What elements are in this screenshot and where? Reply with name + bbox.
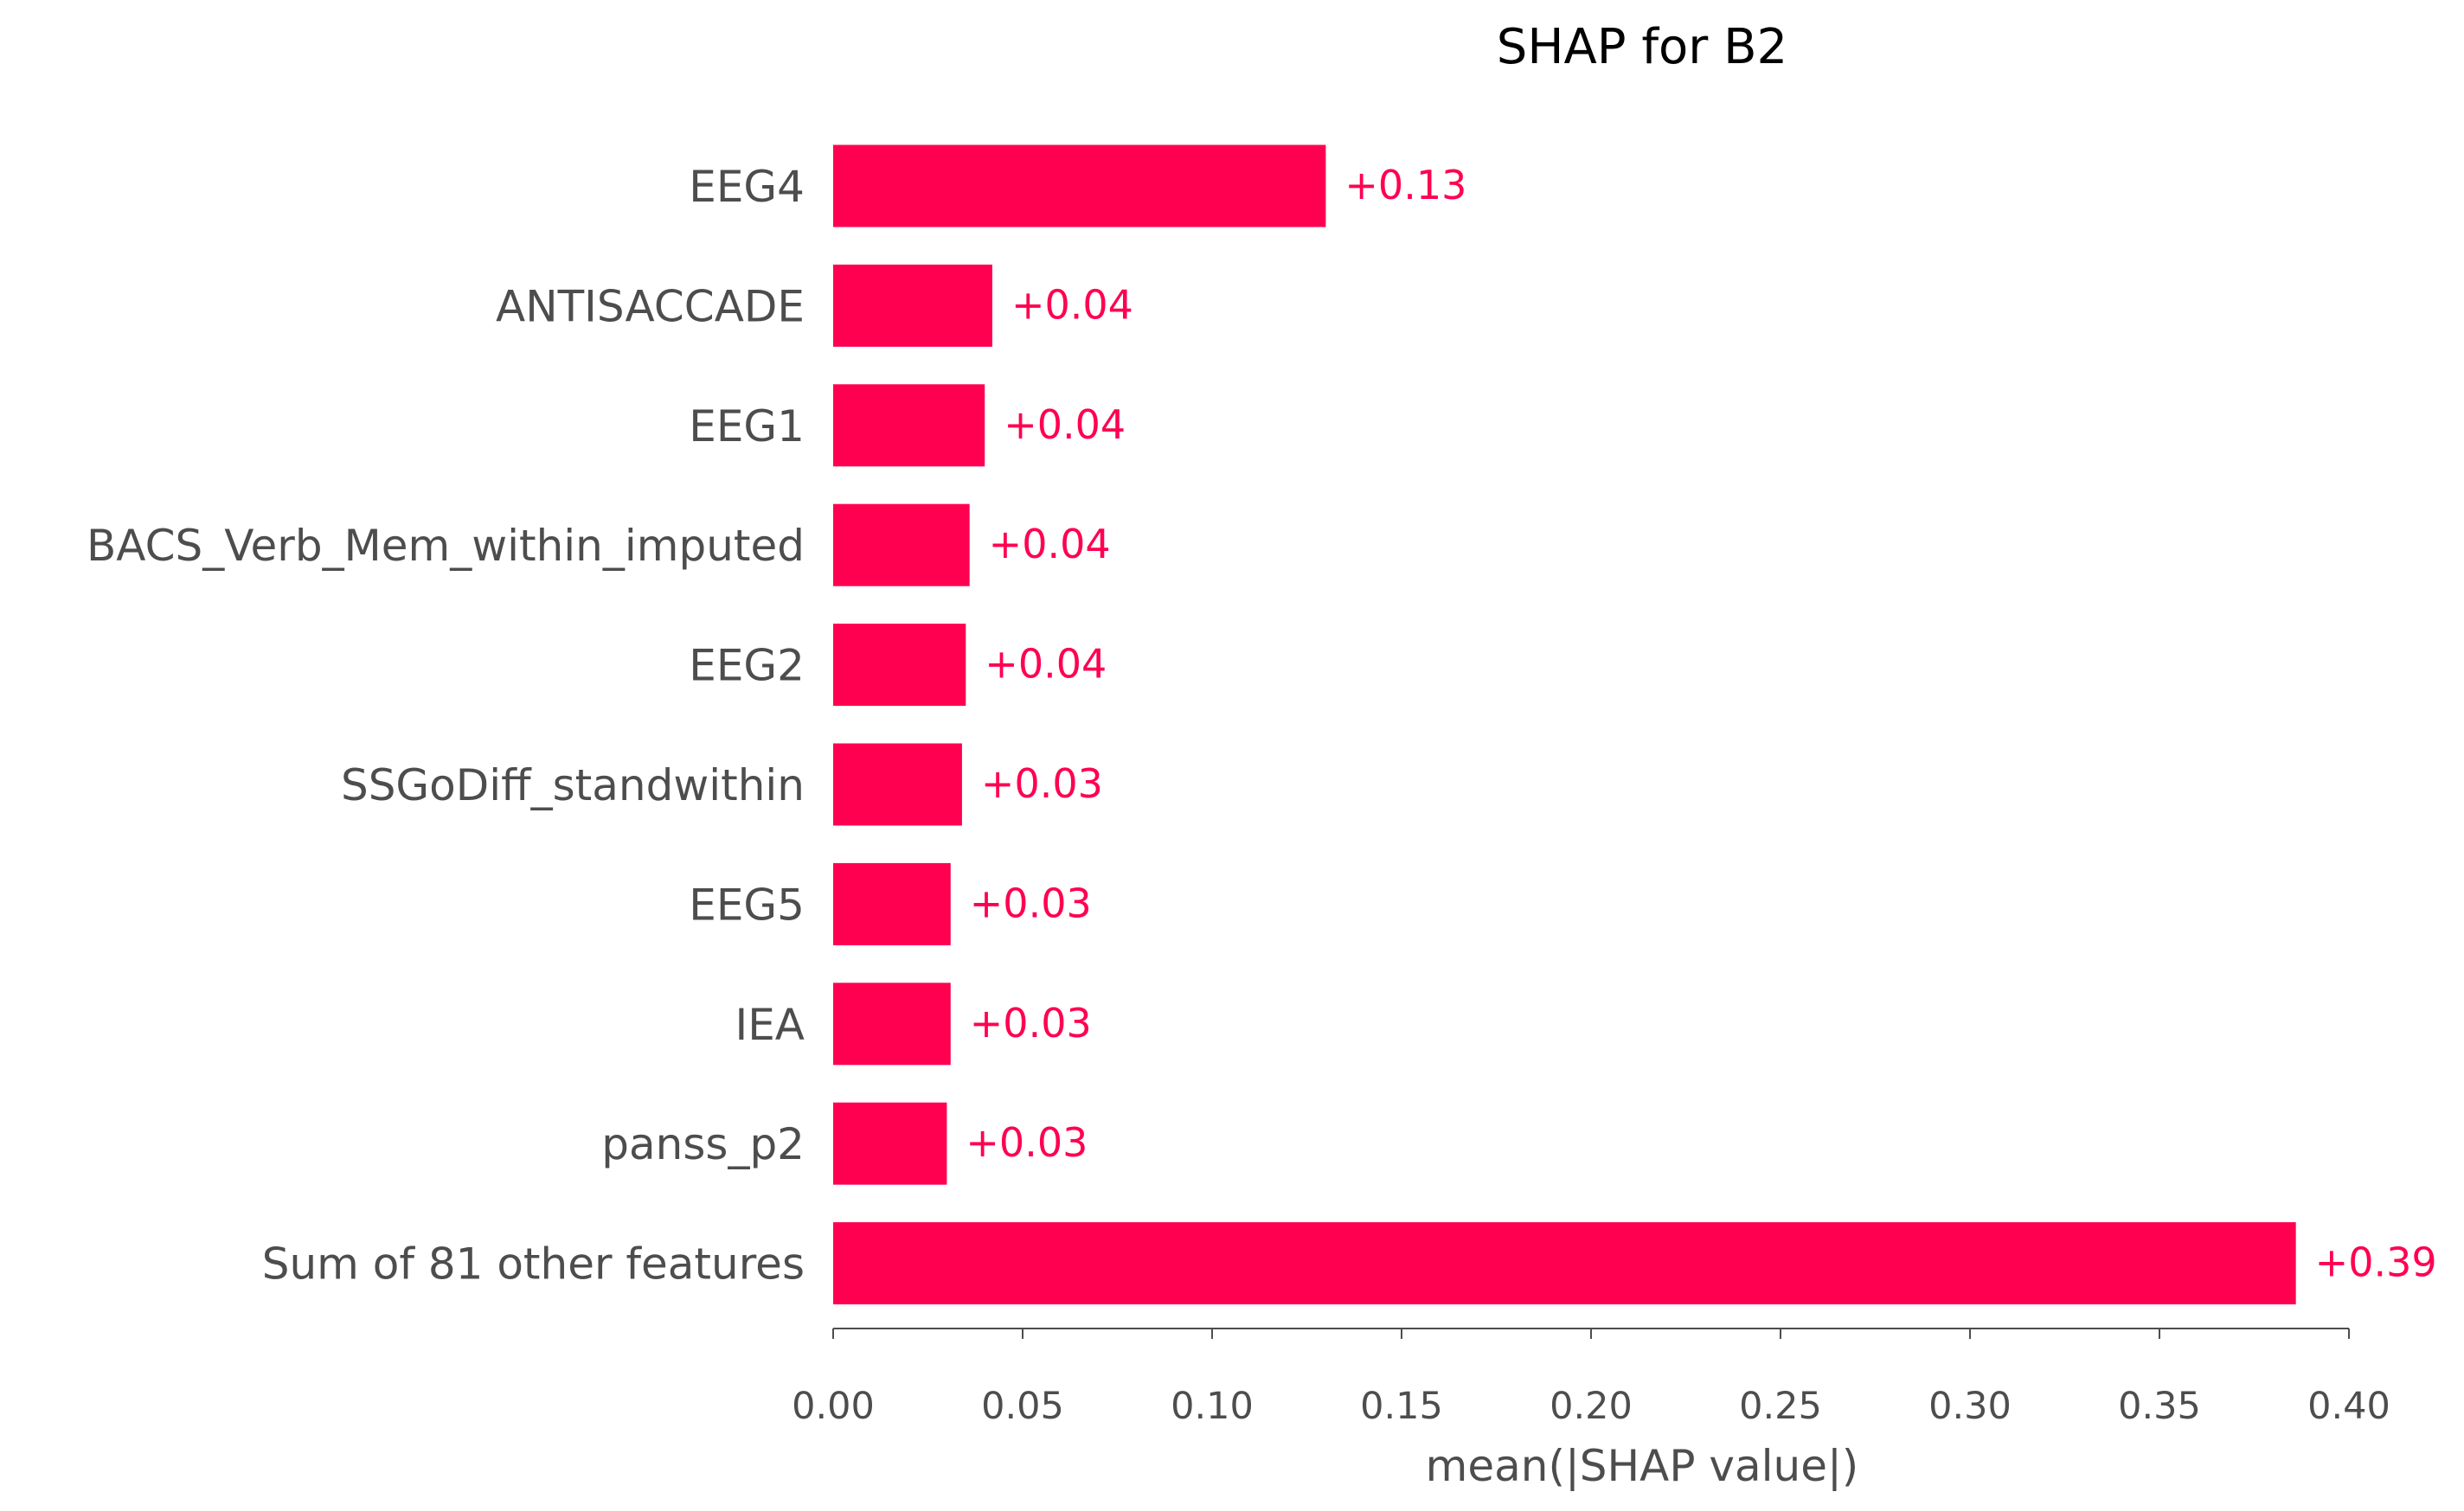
bar-5 [833, 624, 966, 707]
bar-2 [833, 264, 992, 347]
value-label-2: +0.04 [1011, 281, 1133, 328]
feature-label-2: ANTISACCADE [496, 281, 805, 331]
chart-title: SHAP for B2 [1497, 19, 1787, 75]
x-axis: 0.00 0.05 0.10 0.15 0.20 0.25 0.30 0.35 0.40 [792, 1328, 2390, 1428]
feature-label-7: EEG5 [689, 880, 805, 930]
x-tick-label-3: 0.10 [1171, 1385, 1254, 1428]
x-tick-label-8: 0.35 [2118, 1385, 2201, 1428]
bar-6 [833, 743, 962, 826]
value-label-8: +0.03 [970, 1000, 1092, 1047]
value-label-7: +0.03 [970, 880, 1092, 926]
x-tick-label-7: 0.30 [1928, 1385, 2012, 1428]
x-tick-label-4: 0.15 [1360, 1385, 1443, 1428]
value-label-10: +0.39 [2315, 1239, 2437, 1286]
bar-1 [833, 144, 1326, 227]
feature-labels-layer: EEG4 ANTISACCADE EEG1 BACS_Verb_Mem_within_… [87, 162, 805, 1290]
feature-label-4: BACS_Verb_Mem_within_imputed [87, 521, 805, 571]
x-tick-label-9: 0.40 [2307, 1385, 2390, 1428]
x-tick-label-5: 0.20 [1550, 1385, 1633, 1428]
bar-4 [833, 503, 970, 586]
bar-8 [833, 983, 951, 1066]
feature-label-8: IEA [735, 1000, 805, 1050]
x-tick-label-2: 0.05 [981, 1385, 1064, 1428]
x-tick-label-1: 0.00 [792, 1385, 875, 1428]
feature-label-5: EEG2 [689, 641, 805, 691]
feature-label-1: EEG4 [689, 162, 805, 212]
value-label-3: +0.04 [1004, 401, 1126, 448]
x-tick-label-6: 0.25 [1739, 1385, 1822, 1428]
value-labels-layer: +0.13 +0.04 +0.04 +0.04 +0.04 +0.03 +0.03 +0.03… [966, 162, 2436, 1286]
value-label-1: +0.13 [1344, 162, 1466, 208]
value-label-4: +0.04 [989, 521, 1111, 567]
bar-7 [833, 862, 951, 945]
feature-label-10: Sum of 81 other features [262, 1239, 805, 1290]
bar-3 [833, 384, 985, 467]
bar-10 [833, 1222, 2296, 1305]
feature-label-9: panss_p2 [601, 1119, 805, 1169]
value-label-9: +0.03 [966, 1119, 1088, 1166]
x-axis-label: mean(|SHAP value|) [1426, 1441, 1859, 1491]
feature-label-3: EEG1 [689, 401, 805, 451]
bars-layer [833, 144, 2296, 1305]
bar-9 [833, 1102, 947, 1185]
feature-label-6: SSGoDiff_standwithin [341, 760, 805, 810]
value-label-5: +0.04 [985, 641, 1107, 688]
value-label-6: +0.03 [981, 760, 1103, 807]
